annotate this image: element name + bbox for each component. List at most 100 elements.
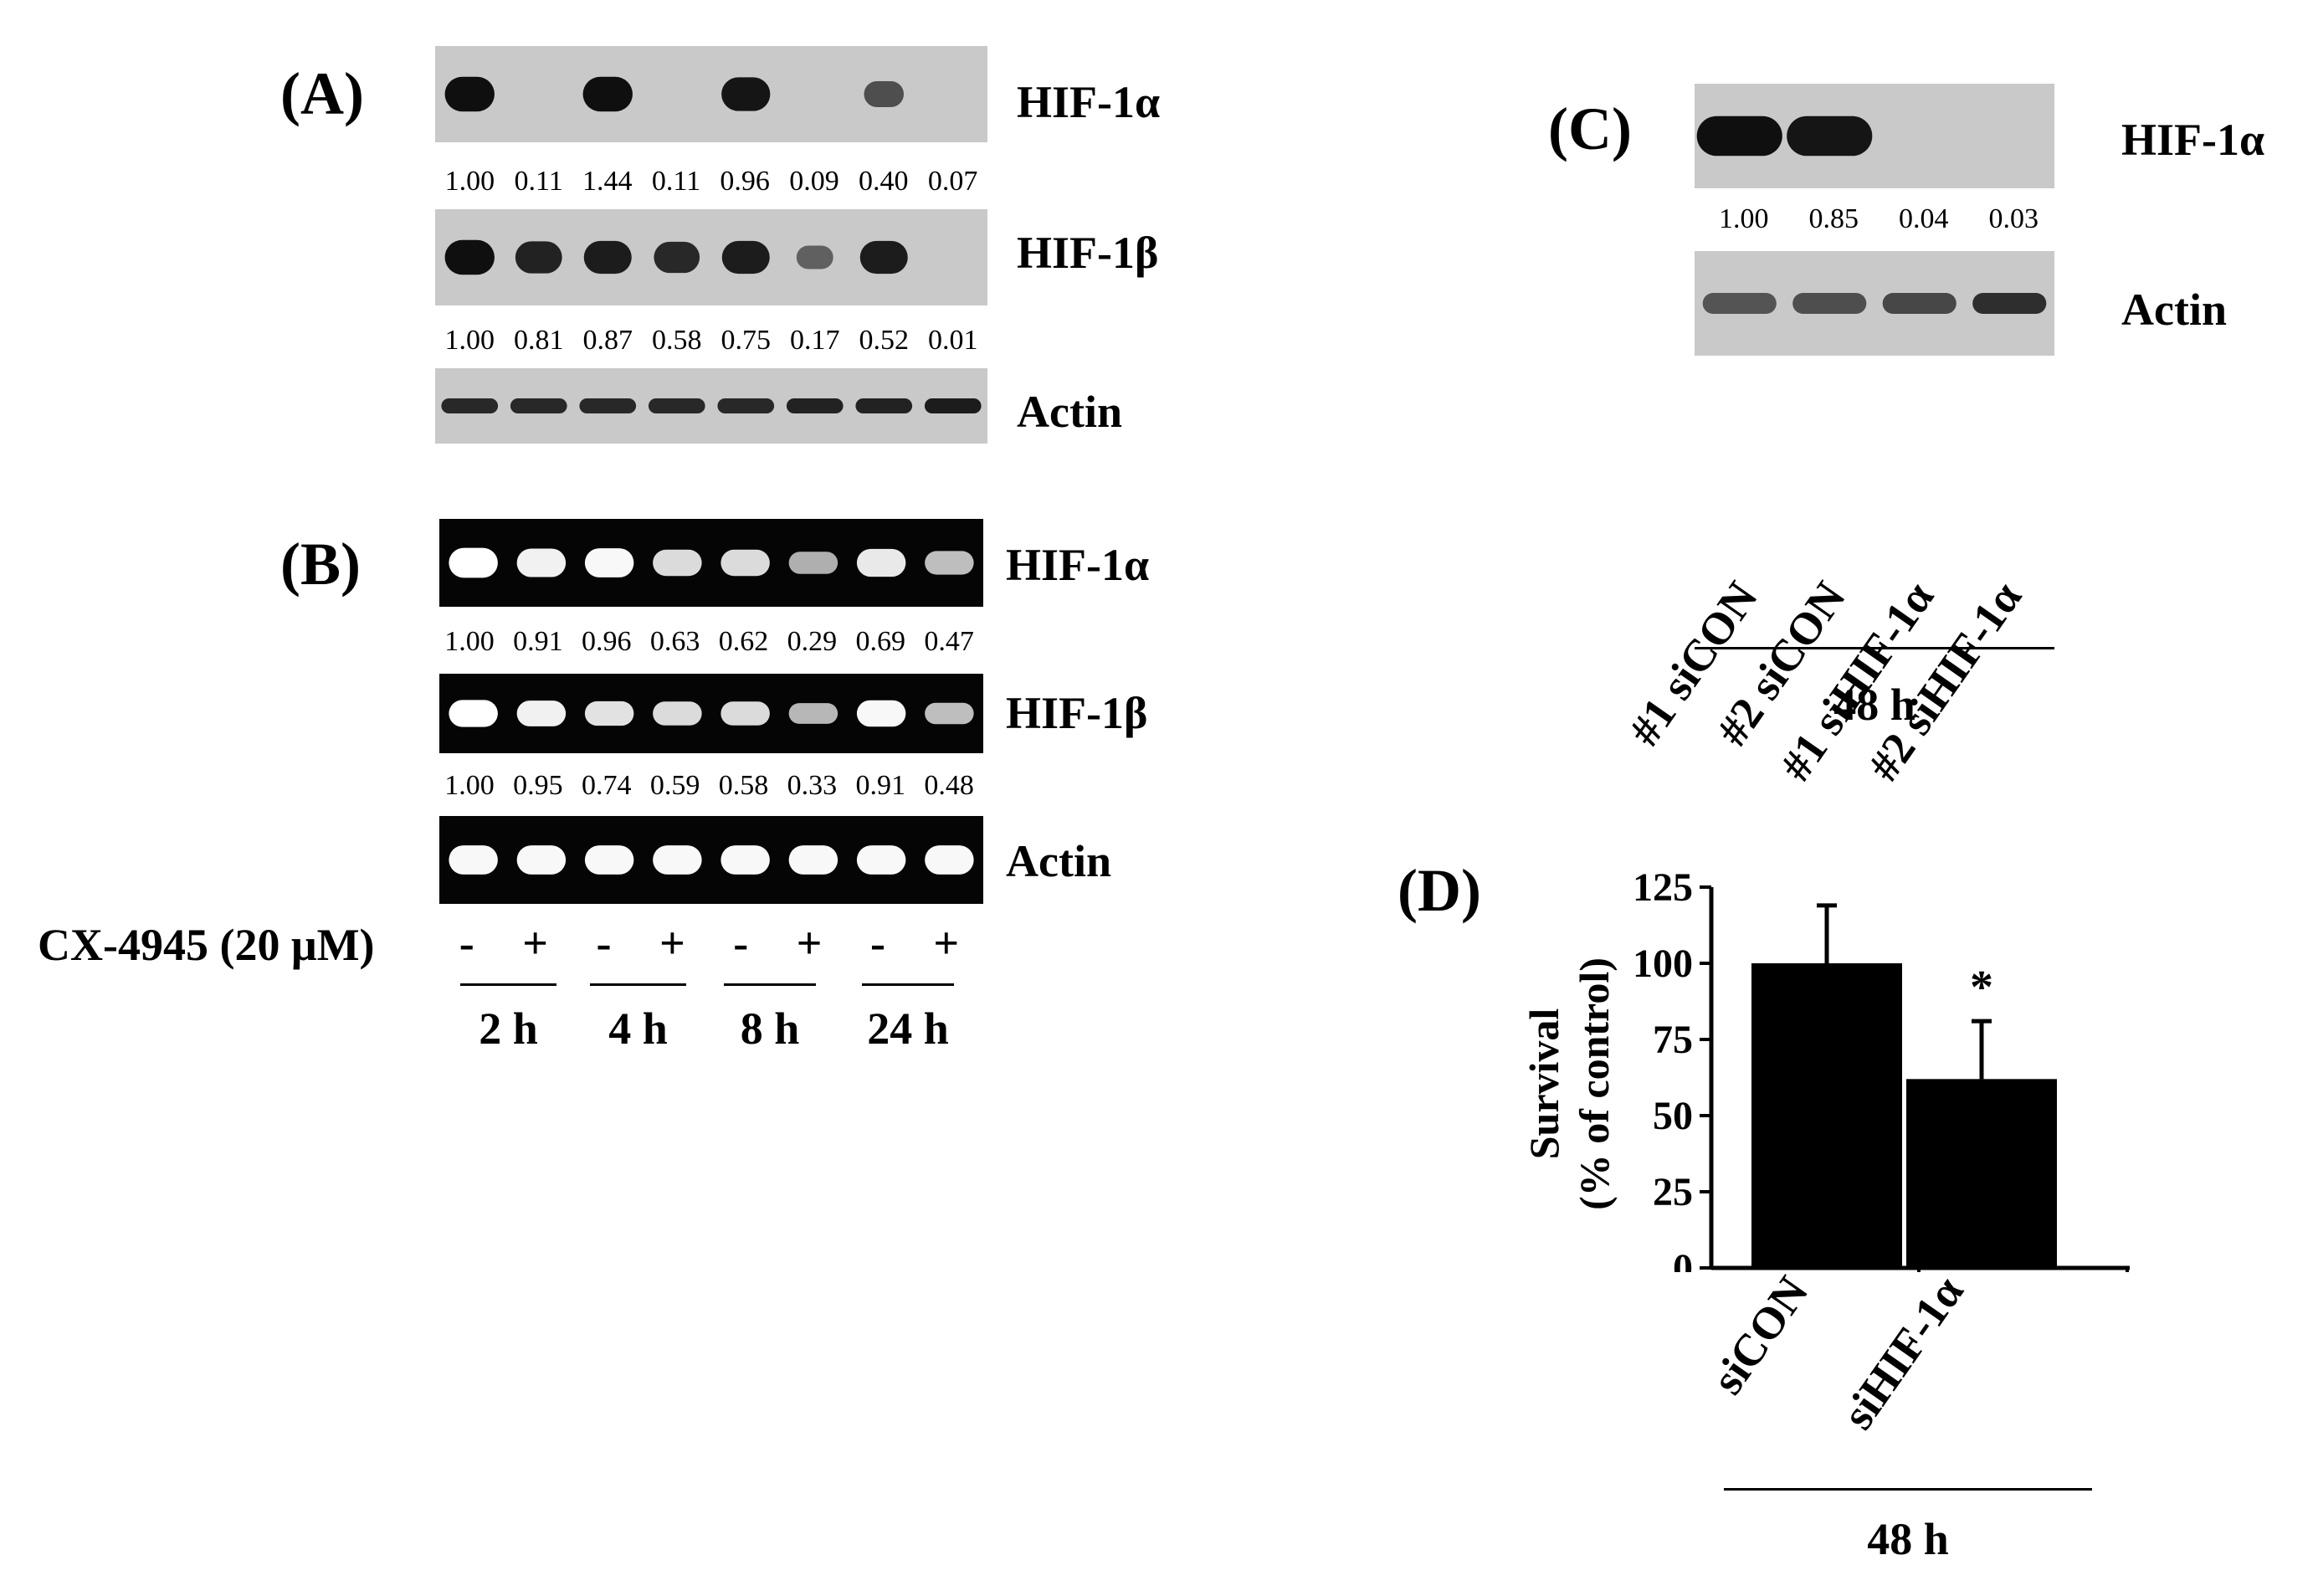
panel-c-blot-actin: [1695, 251, 2054, 356]
y-tick-label-25: 25: [1653, 1170, 1693, 1214]
value-1: 1.00: [444, 166, 495, 197]
value-1: 1.00: [444, 770, 495, 801]
value-6: 0.17: [790, 325, 840, 356]
panel-d-category-1: siCON: [1701, 1267, 1818, 1404]
band-lane-3: [579, 398, 637, 413]
panel-b-treatment-label: CX-4945 (20 μM): [38, 920, 375, 970]
y-tick-label-0: 0: [1673, 1246, 1693, 1272]
panel-a-protein-hif1a: HIF-1α: [1017, 77, 1161, 127]
band-lane-2: [516, 548, 567, 577]
panel-d-time: 48 h: [1867, 1514, 1949, 1564]
panel-c-protein-hif1a: HIF-1α: [2121, 115, 2265, 165]
y-tick-label-50: 50: [1653, 1094, 1693, 1138]
panel-a-label: (A): [280, 60, 364, 127]
panel-d-bar-chart: 0 25 50 75 100 125 *: [1633, 865, 2130, 1272]
value-8: 0.47: [924, 626, 974, 657]
panel-a-values-hif1b: 1.00 0.81 0.87 0.58 0.75 0.17 0.52 0.01: [435, 326, 987, 355]
value-7: 0.52: [859, 325, 910, 356]
band-lane-1: [444, 239, 495, 275]
band-lane-5: [721, 845, 770, 875]
value-3: 1.44: [582, 166, 633, 197]
band-lane-6: [796, 245, 833, 269]
value-6: 0.29: [787, 626, 838, 657]
value-5: -: [733, 918, 749, 968]
band-lane-1: [449, 700, 498, 727]
value-4: 0.63: [649, 626, 700, 657]
value-1: 1.00: [1719, 203, 1769, 234]
band-lane-8: [924, 398, 982, 413]
value-1: 1.00: [444, 626, 495, 657]
band-lane-4: [653, 845, 702, 875]
band-lane-2: [515, 241, 562, 274]
band-lane-4: [653, 701, 702, 726]
bar-2: [1906, 1079, 2057, 1268]
band-lane-6: [788, 552, 838, 574]
band-lane-7: [856, 548, 906, 577]
value-7: 0.40: [859, 166, 909, 197]
band-lane-2: [1787, 115, 1873, 157]
value-1: 1.00: [444, 325, 495, 356]
panel-b-values-hif1b: 1.00 0.95 0.74 0.59 0.58 0.33 0.91 0.48: [435, 772, 983, 800]
value-4: 0.58: [652, 325, 702, 356]
value-8: 0.48: [924, 770, 974, 801]
band-lane-5: [721, 77, 771, 111]
panel-c-time: 48 h: [1833, 680, 1915, 730]
panel-d-category-2: siHIF-1α: [1832, 1267, 1973, 1439]
value-8: 0.07: [927, 166, 978, 197]
value-2: 0.95: [513, 770, 563, 801]
panel-b-time-underline-4: [862, 983, 954, 986]
panel-b-protein-hif1b: HIF-1β: [1006, 688, 1148, 738]
panel-b-time-underline-2: [590, 983, 686, 986]
panel-b-time-24h: 24 h: [867, 1003, 949, 1054]
band-lane-4: [654, 241, 700, 274]
bar-1: [1751, 963, 1902, 1268]
band-lane-3: [582, 76, 633, 112]
panel-b-gel-hif1a: [439, 519, 983, 607]
panel-c-values-hif1a: 1.00 0.85 0.04 0.03: [1699, 205, 2059, 233]
panel-b-gel-actin: [439, 816, 983, 904]
y-tick-label-125: 125: [1633, 865, 1693, 910]
value-6: 0.33: [787, 770, 838, 801]
band-lane-7: [856, 700, 906, 727]
band-lane-8: [925, 551, 974, 575]
value-2: +: [522, 918, 548, 968]
value-5: 0.58: [718, 770, 769, 801]
panel-d-ylabel-line1: Survival: [1521, 1008, 1567, 1160]
band-lane-3: [1882, 293, 1956, 314]
significance-star: *: [1970, 962, 1993, 1014]
band-lane-3: [584, 548, 634, 577]
value-7: -: [869, 918, 885, 968]
panel-a-blot-actin: [435, 368, 987, 444]
value-2: 0.91: [513, 626, 563, 657]
panel-a-protein-actin: Actin: [1017, 387, 1122, 437]
panel-c-time-underline: [1695, 647, 2054, 649]
value-1: -: [459, 918, 474, 968]
band-lane-4: [648, 398, 705, 413]
value-7: 0.91: [855, 770, 905, 801]
panel-b-time-8h: 8 h: [740, 1003, 800, 1054]
band-lane-3: [584, 845, 634, 875]
value-2: 0.85: [1808, 203, 1859, 234]
value-5: 0.62: [718, 626, 769, 657]
band-lane-7: [855, 398, 913, 413]
panel-c-label: (C): [1548, 95, 1632, 162]
value-2: 0.11: [514, 166, 563, 197]
value-3: 0.96: [581, 626, 632, 657]
band-lane-5: [721, 701, 770, 726]
value-3: 0.04: [1899, 203, 1949, 234]
band-lane-7: [864, 80, 905, 108]
value-6: +: [796, 918, 823, 968]
band-lane-2: [516, 845, 567, 875]
panel-a-blot-hif1a: [435, 46, 987, 142]
panel-a-blot-hif1b: [435, 209, 987, 305]
panel-b-signs: - + - + - + - +: [435, 921, 983, 966]
panel-b-protein-hif1a: HIF-1α: [1006, 540, 1150, 590]
value-3: -: [596, 918, 612, 968]
value-4: 0.11: [651, 166, 701, 197]
band-lane-6: [788, 703, 838, 724]
band-lane-5: [721, 240, 770, 275]
value-4: 0.03: [1988, 203, 2039, 234]
band-lane-8: [925, 702, 974, 725]
panel-b-values-hif1a: 1.00 0.91 0.96 0.63 0.62 0.29 0.69 0.47: [435, 628, 983, 656]
panel-a-protein-hif1b: HIF-1β: [1017, 228, 1159, 278]
